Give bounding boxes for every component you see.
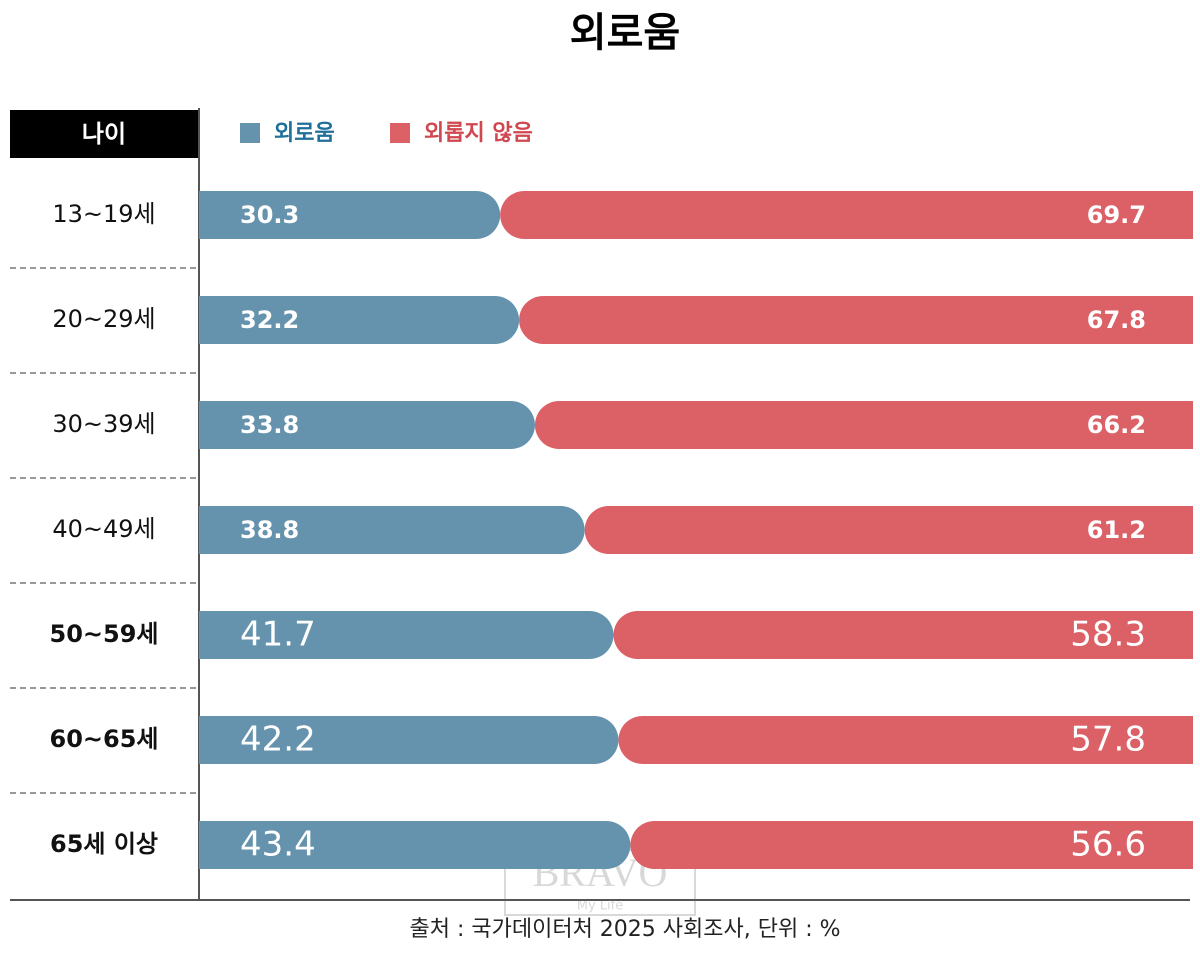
value-label: 38.8 <box>240 516 299 544</box>
bar <box>199 821 631 869</box>
y-axis-label: 나이 <box>82 120 126 148</box>
value-label: 33.8 <box>240 411 299 439</box>
value-label: 61.2 <box>1087 516 1146 544</box>
bar <box>630 821 1193 869</box>
value-label: 69.7 <box>1087 201 1146 229</box>
watermark-sub: My Life <box>577 899 623 914</box>
bar <box>199 401 535 449</box>
bar <box>618 716 1193 764</box>
y-tick-label: 30~39세 <box>52 410 155 438</box>
value-label: 43.4 <box>240 825 316 865</box>
value-label: 58.3 <box>1070 615 1146 655</box>
bar <box>519 296 1193 344</box>
y-tick-label: 60~65세 <box>50 725 159 753</box>
legend-swatch <box>390 123 410 143</box>
y-tick-label: 65세 이상 <box>50 830 158 858</box>
bar <box>199 296 520 344</box>
value-label: 30.3 <box>240 201 299 229</box>
value-label: 56.6 <box>1070 825 1146 865</box>
legend-label: 외롭지 않음 <box>424 121 533 146</box>
bar <box>613 611 1193 659</box>
value-label: 42.2 <box>240 720 316 760</box>
y-tick-label: 40~49세 <box>52 515 155 543</box>
value-label: 32.2 <box>240 306 299 334</box>
value-label: 66.2 <box>1087 411 1146 439</box>
value-label: 41.7 <box>240 615 316 655</box>
y-tick-label: 50~59세 <box>50 620 159 648</box>
legend-swatch <box>240 123 260 143</box>
bar <box>584 506 1193 554</box>
bar <box>534 401 1193 449</box>
bar <box>199 716 619 764</box>
value-label: 57.8 <box>1070 720 1146 760</box>
y-tick-label: 20~29세 <box>52 305 155 333</box>
bar <box>199 191 501 240</box>
bar <box>500 191 1193 239</box>
legend-label: 외로움 <box>274 121 335 146</box>
y-tick-label: 13~19세 <box>52 200 155 228</box>
header-box <box>10 110 198 158</box>
bar <box>199 611 614 659</box>
value-label: 67.8 <box>1087 306 1146 334</box>
source: 출처 : 국가데이터처 2025 사회조사, 단위 : % <box>409 917 840 942</box>
bar <box>199 506 585 554</box>
chart-title: 외로움 <box>570 10 680 56</box>
